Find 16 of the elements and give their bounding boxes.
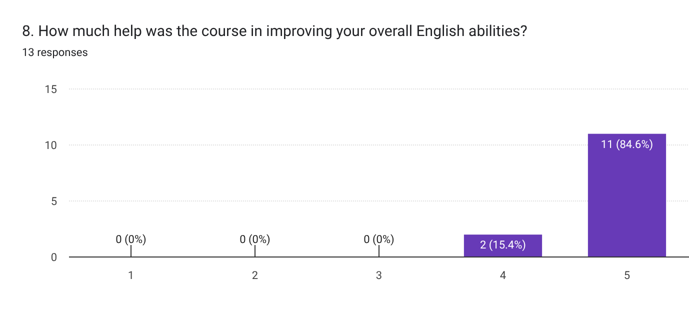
- x-tick-label: 2: [252, 269, 258, 282]
- x-tick-label: 1: [128, 269, 134, 282]
- x-tick-label: 3: [376, 269, 382, 282]
- data-label: 2 (15.4%): [480, 238, 526, 252]
- y-tick-label: 0: [50, 251, 57, 264]
- y-tick-label: 10: [44, 139, 57, 152]
- data-label: 0 (0%): [240, 233, 271, 246]
- chart-title: 8. How much help was the course in improving your overall English abilities?: [22, 22, 528, 40]
- y-tick-label: 15: [44, 83, 57, 96]
- x-tick-label: 4: [500, 269, 506, 282]
- x-tick-label: 5: [624, 269, 630, 282]
- data-label: 0 (0%): [364, 233, 395, 246]
- data-label: 11 (84.6%): [600, 138, 654, 151]
- chart-subtitle: 13 responses: [22, 46, 88, 59]
- data-label: 0 (0%): [116, 233, 147, 246]
- y-tick-label: 5: [50, 195, 57, 208]
